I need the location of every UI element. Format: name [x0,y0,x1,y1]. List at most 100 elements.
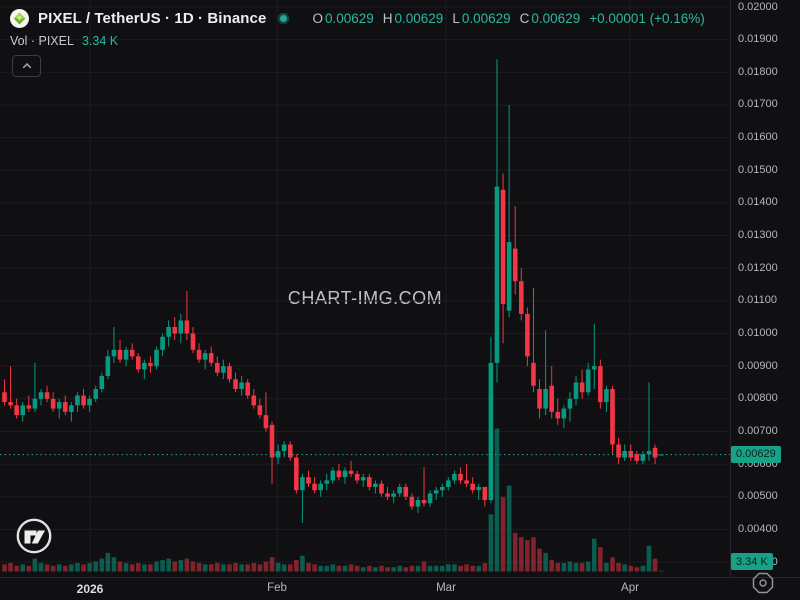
candle-body [8,402,13,406]
volume-bar [476,565,482,572]
volume-bar [391,567,396,572]
volume-bar [634,567,640,572]
tradingview-logo-icon[interactable] [15,517,53,560]
candle-body [421,500,427,504]
candle-body [415,500,421,507]
candle-body [446,480,451,487]
volume-bar [567,561,573,572]
volume-bar [452,564,457,572]
candle-body [63,402,68,412]
volume-bar [628,565,634,572]
high-label: H [382,10,393,26]
volume-bar [312,564,317,572]
volume-bar [111,557,117,572]
watermark: CHART-IMG.COM [287,288,443,308]
pixel-coin-icon [10,8,29,28]
candle-body [56,402,62,409]
candle-body [360,477,366,481]
candle-body [227,366,232,380]
close-value: 0.00629 [531,10,581,26]
symbol-title[interactable]: PIXEL / TetherUS · 1D · Binance [38,9,267,27]
candle-body [537,389,542,409]
candle-body [622,451,627,458]
volume-bar [215,562,220,572]
candle-body [275,451,281,458]
candle-body [385,493,390,497]
candle-body [221,366,226,373]
candle-body [573,382,579,399]
axis-settings-octagon-icon[interactable] [751,571,775,600]
candle-body [494,186,500,363]
candle-body [373,483,378,487]
volume-bar [166,558,171,572]
volume-bar [373,567,378,572]
price-axis[interactable]: 0.02000 0.01900 0.01800 0.01700 0.01600 0.015… [730,0,800,577]
candle-body [208,353,214,363]
candle-body [616,444,621,458]
volume-bar [287,564,293,572]
volume-bar [500,497,506,572]
volume-bar [208,564,214,572]
volume-bar [506,485,512,572]
candle-body [196,349,202,360]
volume-bar [50,565,56,572]
candle-body [439,486,445,491]
market-status-dot[interactable] [278,12,290,24]
open-label: O [312,10,323,26]
candle-body [117,349,123,360]
volume-bar [616,562,621,572]
last-price-badge: 0.00629 [731,445,781,463]
candle-body [646,451,652,455]
candle-body [154,349,159,367]
candle-body [488,362,494,501]
volume-legend-row: Vol · PIXEL 3.34 K [10,34,118,48]
volume-bar [38,562,44,572]
candle-body [281,444,287,452]
candle-body [403,486,409,497]
candle-body [148,362,153,367]
candle-body [409,496,415,507]
candle-body [476,486,482,491]
volume-bar [397,565,402,572]
volume-bar [26,565,32,572]
volume-bar [263,561,269,572]
volume-bar [622,564,627,572]
volume-label: Vol · PIXEL [10,34,74,48]
volume-bar [385,567,390,572]
price-axis-label: 0.00700 [738,424,778,437]
volume-bar [652,558,658,572]
candle-body [135,356,141,370]
volume-bar [294,560,299,572]
candle-body [75,395,80,406]
chart-legend-header: PIXEL / TetherUS · 1D · Binance O 0.00629… [10,7,705,29]
candle-body [129,349,135,357]
candle-body [318,483,323,491]
volume-bar [178,560,184,572]
volume-bar [464,564,469,572]
time-axis[interactable]: 2026 Feb Mar Apr [0,577,800,600]
volume-bar [658,570,664,572]
volume-bar [439,565,445,572]
volume-bar [458,565,463,572]
volume-bar [318,565,323,572]
candle-body [458,473,463,481]
volume-bar [93,561,98,572]
volume-bar [227,564,232,572]
price-axis-label: 0.00400 [738,522,778,535]
candle-body [598,366,603,403]
collapse-legend-button[interactable] [12,55,41,77]
chart-pane[interactable] [0,0,730,577]
open-value: 0.00629 [324,10,374,26]
volume-bar [221,564,226,572]
candle-body [306,477,311,484]
volume-bar [604,562,609,572]
candle-body [287,444,293,458]
price-axis-label: 0.01200 [738,261,778,274]
volume-bar [646,545,652,572]
candle-body [105,356,111,376]
price-axis-label: 0.00500 [738,490,778,503]
volume-bar [117,561,123,572]
volume-bar [196,562,202,572]
candle-body [531,362,536,386]
